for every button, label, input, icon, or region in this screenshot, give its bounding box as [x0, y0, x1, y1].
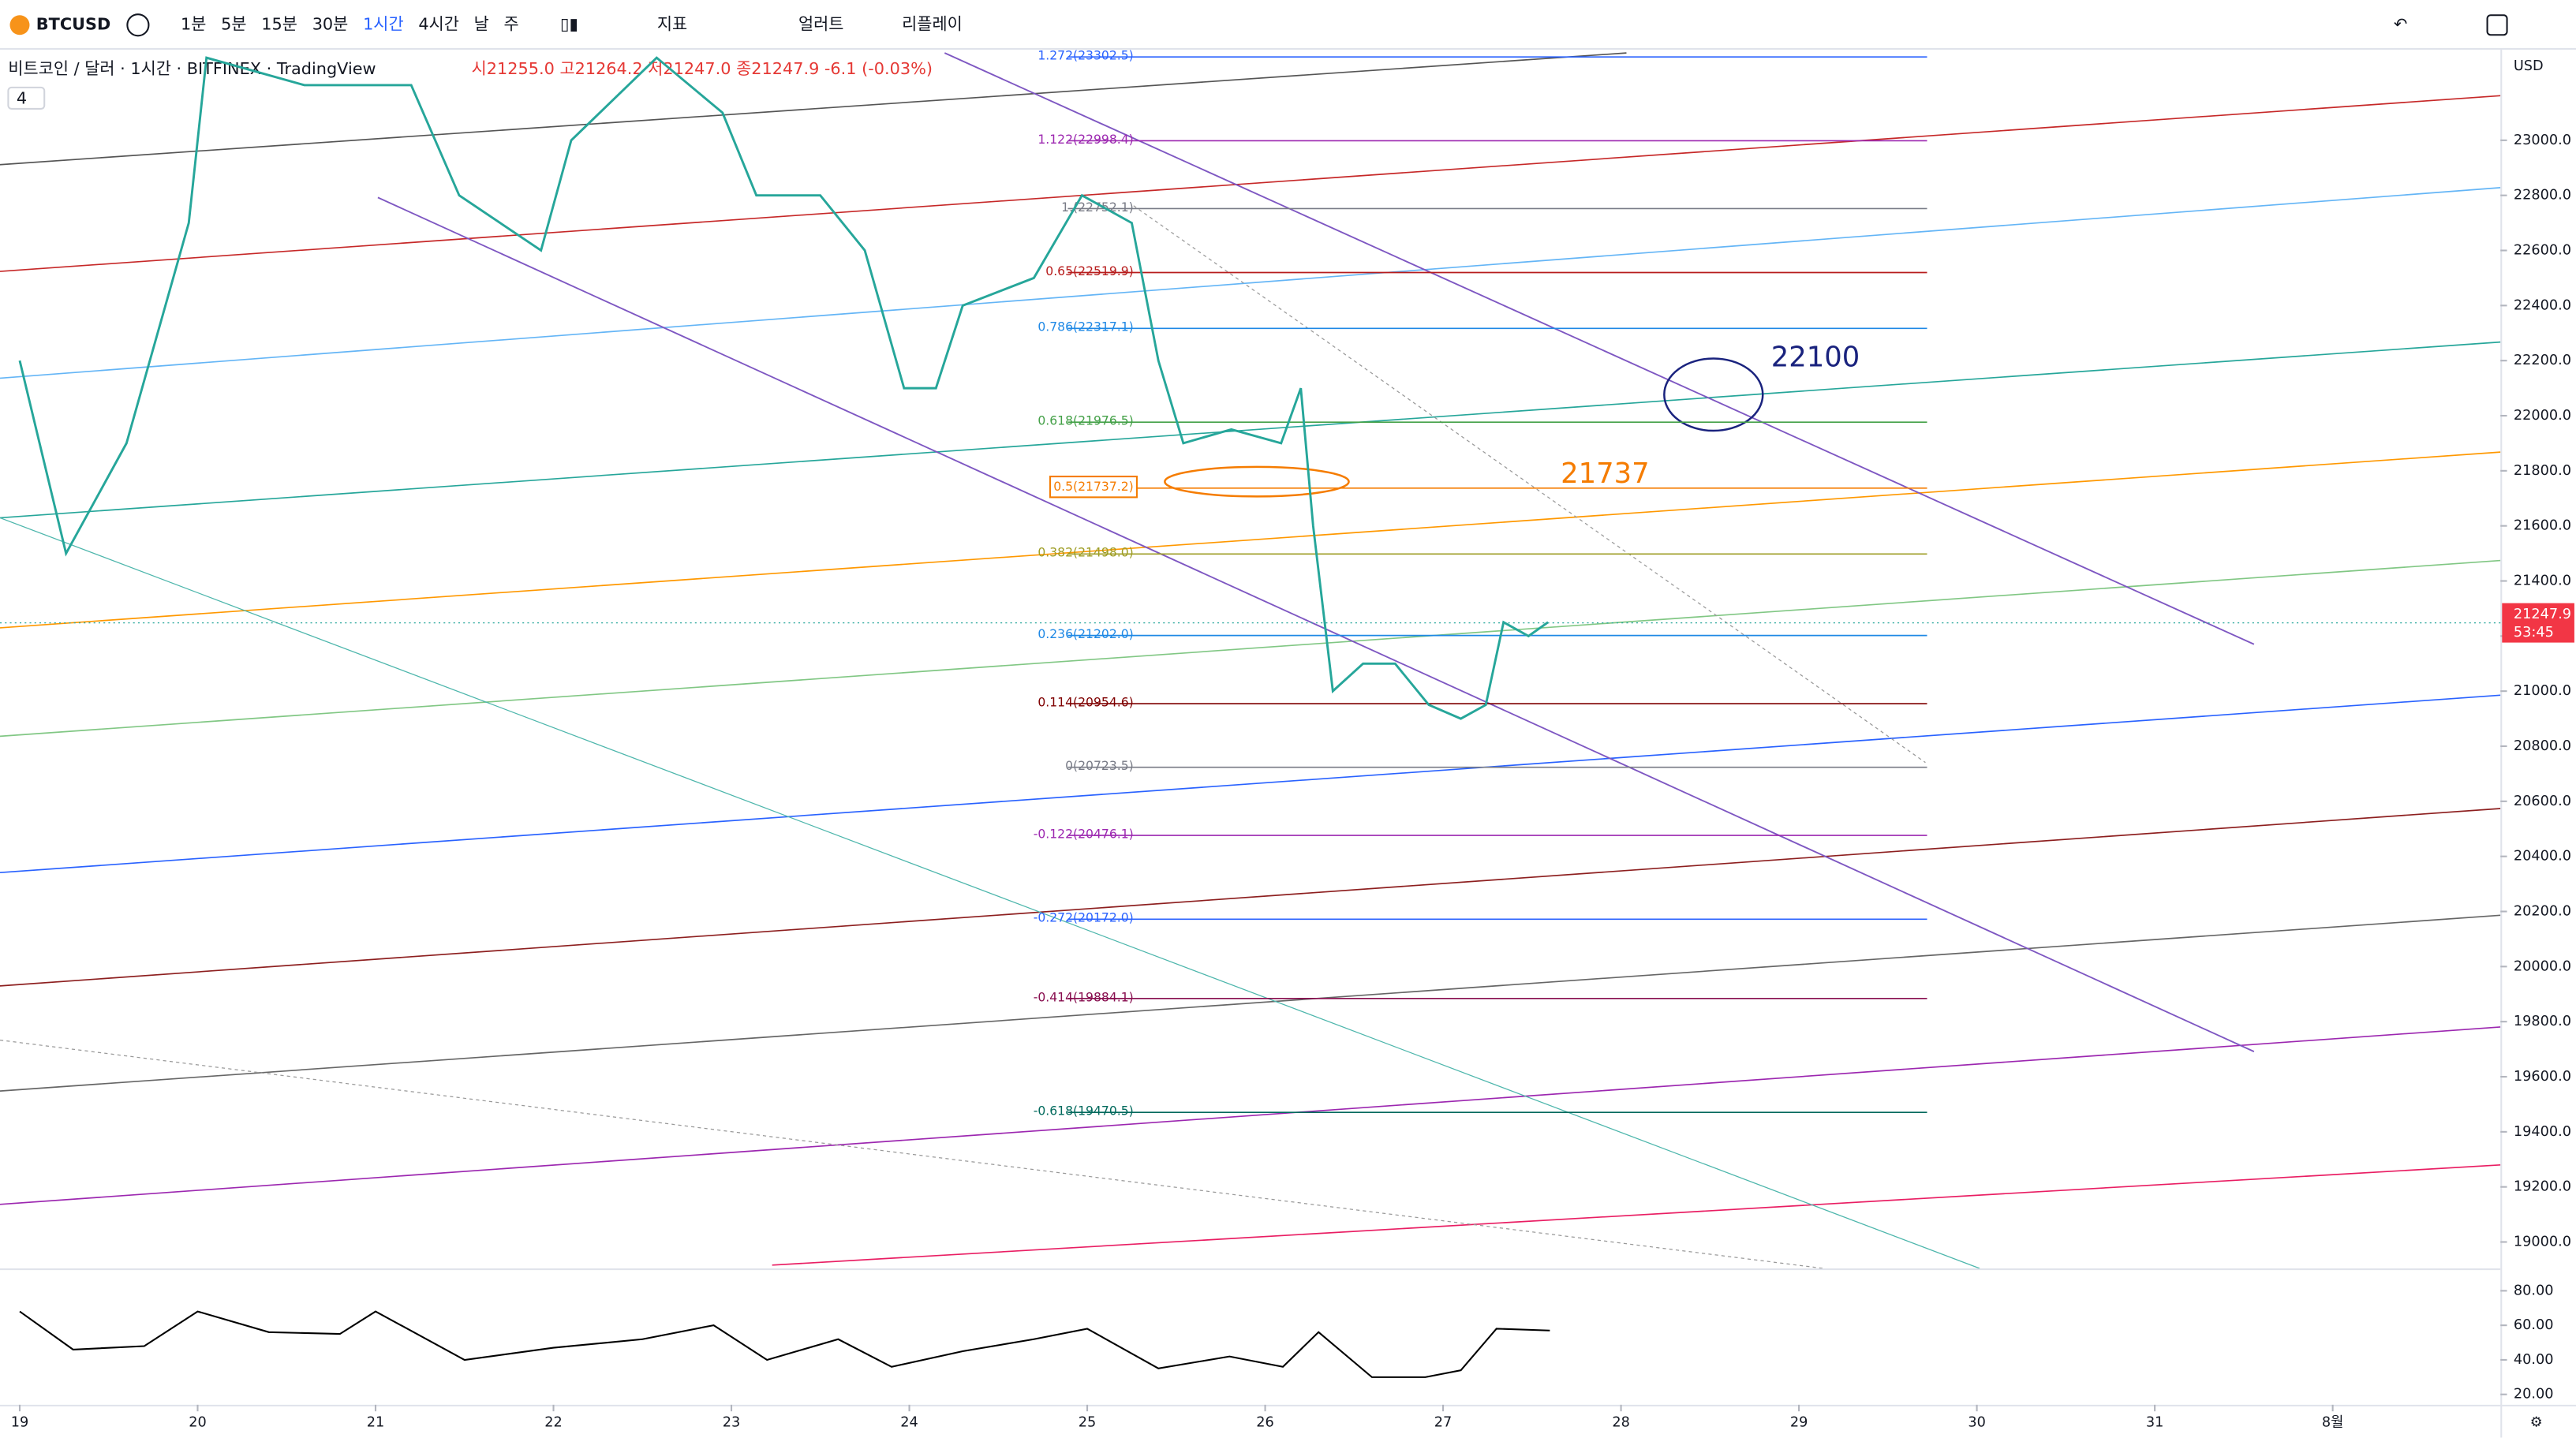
x-tick-label: 21 — [367, 1415, 385, 1431]
replay[interactable]: 리플레이 — [902, 15, 963, 34]
alert[interactable]: 얼러트 — [798, 15, 843, 34]
x-tick-label: 27 — [1434, 1415, 1453, 1431]
y-tick-label: 21000.0 — [2514, 683, 2571, 699]
chart-type[interactable]: ▯▮ — [560, 15, 578, 34]
fib-label: -0.272(20172.0) — [1034, 911, 1134, 925]
price-line — [18, 56, 1549, 720]
x-tick-label: 29 — [1790, 1415, 1808, 1431]
layout[interactable] — [2486, 14, 2508, 36]
x-tick-label: 28 — [1612, 1415, 1630, 1431]
rsi-tick-label: 80.00 — [2514, 1283, 2554, 1298]
y-tick-label: 19800.0 — [2514, 1014, 2571, 1029]
y-tick-label: 21600.0 — [2514, 518, 2571, 534]
y-tick-label: 22200.0 — [2514, 353, 2571, 368]
fib-label-box — [1049, 476, 1138, 499]
interval[interactable]: 날 — [474, 15, 489, 34]
interval[interactable]: 1시간 — [363, 15, 404, 34]
y-tick-label: 20800.0 — [2514, 738, 2571, 754]
countdown: 53:45 — [2514, 625, 2554, 641]
y-tick-label: 20000.0 — [2514, 958, 2571, 974]
undo[interactable]: ↶ — [2394, 15, 2407, 34]
y-tick-label: 19200.0 — [2514, 1179, 2571, 1195]
y-tick-label: 19400.0 — [2514, 1124, 2571, 1140]
fib-label: -0.122(20476.1) — [1034, 827, 1134, 842]
fib-label: 0.236(21202.0) — [1038, 627, 1133, 641]
x-tick-label: 22 — [544, 1415, 563, 1431]
fib-label: 0.5(21737.2) — [1053, 480, 1134, 494]
add-symbol[interactable] — [126, 13, 150, 37]
fib-label: 1.(22752.1) — [1061, 200, 1134, 215]
x-tick-label: 31 — [2146, 1415, 2164, 1431]
indicator-toggle[interactable] — [7, 86, 46, 110]
x-tick-label: 8월 — [2322, 1414, 2344, 1431]
interval[interactable]: 15분 — [261, 15, 297, 34]
y-tick-label: 22600.0 — [2514, 243, 2571, 259]
rsi-tick-label: 60.00 — [2514, 1317, 2554, 1333]
indicator-count[interactable]: 4 — [17, 88, 27, 107]
last-price-tag — [2502, 603, 2574, 643]
y-tick-label: 21400.0 — [2514, 573, 2571, 589]
last-price: 21247.9 — [2514, 607, 2571, 622]
fib-label: 0.114(20954.6) — [1038, 695, 1133, 709]
y-tick-label: 20200.0 — [2514, 904, 2571, 920]
fib-label: 0.618(21976.5) — [1038, 414, 1133, 428]
annotation: 22100 — [1771, 342, 1860, 374]
interval[interactable]: 1분 — [181, 15, 206, 34]
settings[interactable]: ⚙ — [2530, 1415, 2543, 1431]
rsi-line — [19, 1310, 1550, 1378]
y-tick-label: 19600.0 — [2514, 1069, 2571, 1085]
fib-label: 0.382(21498.0) — [1038, 546, 1133, 560]
y-tick-label: 22000.0 — [2514, 408, 2571, 424]
y-tick-label: 21800.0 — [2514, 463, 2571, 479]
rsi-tick-label: 40.00 — [2514, 1352, 2554, 1368]
x-tick-label: 20 — [189, 1415, 207, 1431]
interval[interactable]: 주 — [504, 15, 519, 34]
x-tick-label: 19 — [11, 1415, 29, 1431]
x-tick-label: 23 — [723, 1415, 741, 1431]
interval[interactable]: 4시간 — [418, 15, 459, 34]
x-tick-label: 25 — [1079, 1415, 1097, 1431]
fib-label: -0.618(19470.5) — [1034, 1104, 1134, 1119]
x-tick-label: 26 — [1256, 1415, 1274, 1431]
fib-label: 0.65(22519.9) — [1045, 264, 1133, 278]
fib-label: 1.122(22998.4) — [1038, 133, 1133, 147]
y-tick-label: 22800.0 — [2514, 188, 2571, 204]
x-tick-label: 30 — [1968, 1415, 1986, 1431]
legend-title: 비트코인 / 달러 · 1시간 · BITFINEX · TradingView — [8, 59, 376, 78]
indicators[interactable]: 지표 — [657, 15, 687, 34]
fib-label: 1.272(23302.5) — [1038, 49, 1133, 63]
plot — [0, 52, 2501, 1269]
x-tick-label: 24 — [900, 1415, 918, 1431]
legend-ohlc: 시21255.0 고21264.2 저21247.0 종21247.9 -6.1… — [472, 59, 933, 78]
symbol-icon — [9, 15, 30, 35]
interval[interactable]: 30분 — [312, 15, 349, 34]
rsi-tick-label: 20.00 — [2514, 1387, 2554, 1403]
y-tick-label: 23000.0 — [2514, 133, 2571, 148]
symbol[interactable]: BTCUSD — [36, 15, 111, 34]
toolbar — [0, 0, 2576, 50]
annotation: 21737 — [1561, 458, 1650, 490]
y-tick-label: 20400.0 — [2514, 849, 2571, 865]
y-tick-label: 19000.0 — [2514, 1234, 2571, 1249]
fib-label: 0.786(22317.1) — [1038, 320, 1133, 334]
interval[interactable]: 5분 — [221, 15, 246, 34]
y-tick-label: 22400.0 — [2514, 297, 2571, 313]
fib-label: -0.414(19884.1) — [1034, 990, 1134, 1004]
fib-label: 0(20723.5) — [1065, 759, 1134, 773]
currency: USD — [2514, 58, 2544, 74]
y-tick-label: 20600.0 — [2514, 794, 2571, 809]
